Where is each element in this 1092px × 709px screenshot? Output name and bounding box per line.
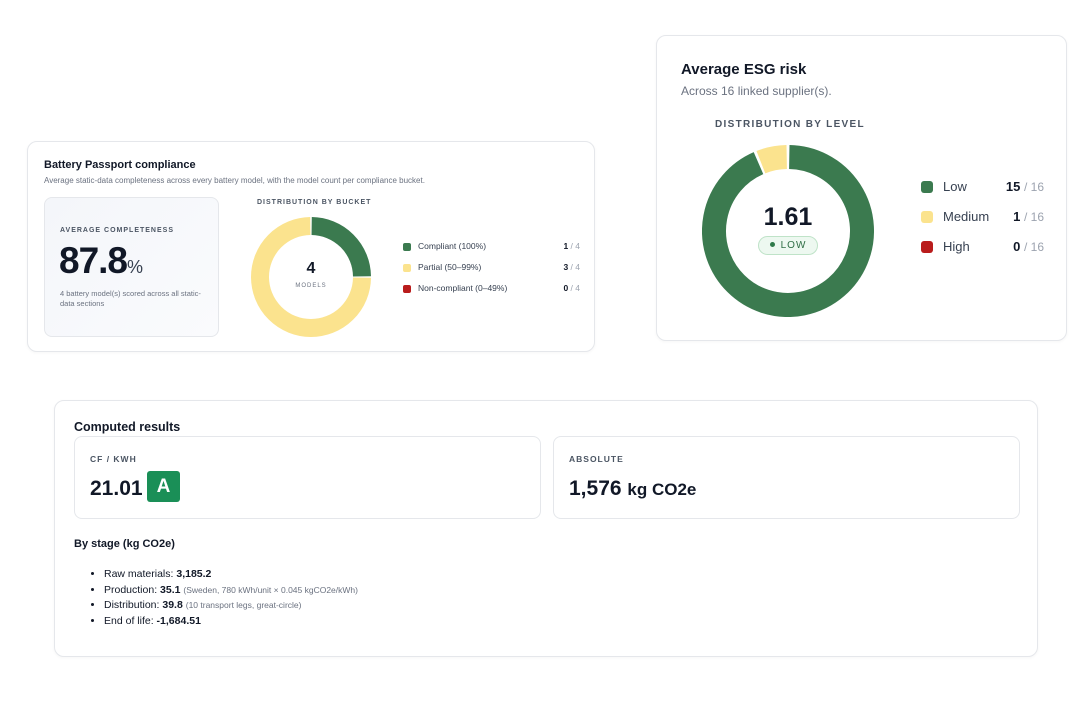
card-subtitle: Across 16 linked supplier(s).: [681, 84, 832, 98]
stage-list: Raw materials: 3,185.2 Production: 35.1 …: [104, 567, 358, 629]
legend-count: 1 / 16: [1013, 209, 1044, 224]
card-title: Average ESG risk: [681, 61, 807, 78]
list-item: Distribution: 39.8 (10 transport legs, g…: [104, 598, 358, 614]
donut-slice-low: [702, 145, 874, 317]
battery-passport-card: Battery Passport compliance Average stat…: [27, 141, 595, 352]
list-item: Raw materials: 3,185.2: [104, 567, 358, 583]
risk-level-badge: LOW: [758, 236, 818, 255]
legend-item-high: High 0 / 16: [921, 239, 1044, 257]
legend-swatch: [921, 211, 933, 223]
donut-center-value: 4: [306, 260, 316, 277]
legend-swatch: [403, 243, 411, 251]
donut-slice-medium: [756, 145, 788, 174]
legend-count: 0 / 4: [563, 283, 580, 293]
legend-label: High: [943, 239, 970, 254]
average-value: 87.8: [59, 240, 128, 281]
absolute-value: 1,576 kg CO2e: [569, 477, 697, 500]
average-completeness-note: 4 battery model(s) scored across all sta…: [60, 289, 201, 308]
average-completeness-box: AVERAGE COMPLETENESS 87.8% 4 battery mod…: [44, 197, 219, 337]
legend-count: 15 / 16: [1005, 179, 1044, 194]
legend-label: Medium: [943, 209, 990, 224]
card-title: Computed results: [74, 420, 181, 434]
legend-count: 0 / 16: [1013, 239, 1044, 254]
grade-badge: A: [147, 471, 180, 502]
donut-center-value: 1.61: [763, 203, 813, 231]
card-subtitle: Average static-data completeness across …: [44, 176, 425, 185]
cf-label: CF / KWH: [90, 454, 137, 464]
donut-slice-partial: [251, 217, 371, 337]
legend-item-compliant: Compliant (100%) 1 / 4: [403, 241, 580, 255]
legend-item-low: Low 15 / 16: [921, 179, 1044, 197]
legend-item-partial: Partial (50–99%) 3 / 4: [403, 262, 580, 276]
legend-swatch: [403, 264, 411, 272]
legend-swatch: [403, 285, 411, 293]
legend-label: Low: [943, 179, 967, 194]
average-completeness-label: AVERAGE COMPLETENESS: [60, 227, 174, 234]
esg-risk-card: Average ESG risk Across 16 linked suppli…: [656, 35, 1067, 341]
cf-value: 21.01: [90, 477, 143, 500]
legend-item-non-compliant: Non-compliant (0–49%) 0 / 4: [403, 283, 580, 297]
legend-count: 3 / 4: [563, 262, 580, 272]
distribution-label: DISTRIBUTION BY LEVEL: [715, 119, 865, 130]
absolute-label: ABSOLUTE: [569, 454, 624, 464]
absolute-panel: ABSOLUTE 1,576 kg CO2e: [553, 436, 1020, 519]
computed-results-card: Computed results CF / KWH 21.01 A ABSOLU…: [54, 400, 1038, 657]
legend-item-medium: Medium 1 / 16: [921, 209, 1044, 227]
legend-swatch: [921, 181, 933, 193]
donut-slice-compliant: [311, 217, 371, 277]
by-stage-heading: By stage (kg CO2e): [74, 538, 175, 550]
status-dot-icon: [769, 241, 775, 247]
legend-label: Partial (50–99%): [418, 262, 482, 272]
legend-swatch: [921, 241, 933, 253]
legend-label: Non-compliant (0–49%): [418, 283, 508, 293]
card-title: Battery Passport compliance: [44, 159, 196, 171]
distribution-label: DISTRIBUTION BY BUCKET: [257, 199, 372, 206]
list-item: Production: 35.1 (Sweden, 780 kWh/unit ×…: [104, 583, 358, 599]
donut-center-label: MODELS: [295, 283, 327, 289]
legend-count: 1 / 4: [563, 241, 580, 251]
percent-unit: %: [127, 257, 144, 277]
esg-donut-chart: [702, 145, 874, 317]
average-completeness-value: 87.8%: [59, 240, 143, 282]
list-item: End of life: -1,684.51: [104, 614, 358, 630]
legend-label: Compliant (100%): [418, 241, 487, 251]
compliance-donut-chart: [251, 217, 371, 337]
cf-per-kwh-panel: CF / KWH 21.01 A: [74, 436, 541, 519]
